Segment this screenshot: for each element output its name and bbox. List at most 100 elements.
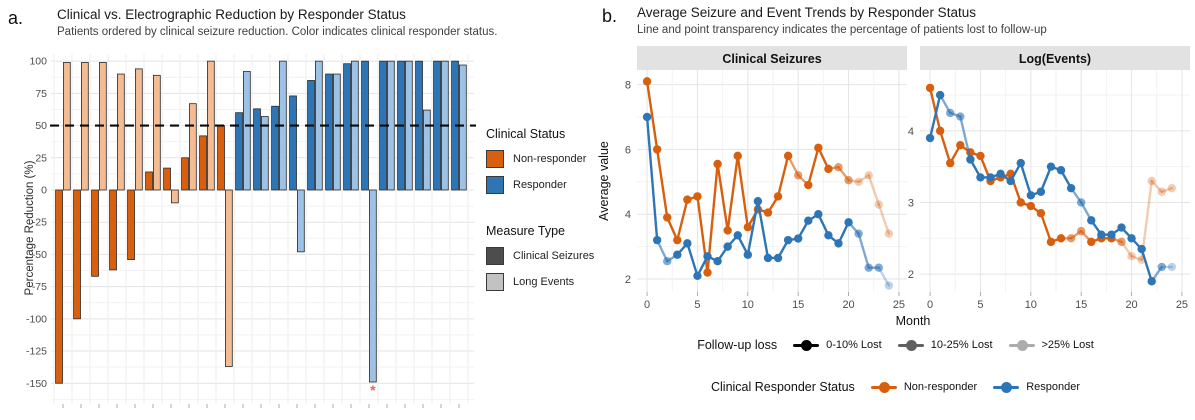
data-point: [723, 226, 732, 235]
trend-line-segment: [655, 148, 669, 219]
trend-line-segment: [736, 154, 750, 229]
data-point: [834, 163, 843, 172]
data-point: [1147, 176, 1156, 186]
data-point: [844, 218, 853, 227]
trend-line-segment: [857, 232, 870, 269]
y-tick-label: 4: [625, 209, 631, 221]
bar-clinical-seizures: [163, 167, 171, 191]
legend-item-long-events: Long Events: [486, 273, 614, 291]
x-tick-label: 20: [1125, 299, 1137, 311]
legend-item-label: Responder: [1026, 381, 1081, 393]
data-point: [793, 171, 803, 180]
data-point: [824, 164, 833, 174]
bar-clinical-seizures: [199, 135, 207, 191]
bar-clinical-seizures: [145, 171, 153, 191]
bar-long-events: [135, 68, 143, 191]
panel-b-letter: b.: [602, 6, 618, 26]
data-point: [824, 231, 833, 240]
y-tick-label: -150: [26, 378, 47, 390]
bar-clinical-seizures: [235, 112, 243, 191]
data-point: [1117, 237, 1126, 247]
data-point: [976, 151, 985, 161]
data-point: [683, 239, 692, 248]
y-tick-label: 50: [35, 120, 47, 132]
facet-clinical_seizures_trend: Clinical Seizures 2 4 6 8 0 5 10 15 20 25: [625, 46, 907, 311]
bar-clinical-seizures: [343, 63, 351, 191]
y-tick-label: 75: [35, 88, 47, 100]
bar-clinical-seizures: [127, 189, 135, 260]
legend-item-25plus-lost: >25% Lost: [1008, 339, 1094, 351]
data-point: [966, 155, 975, 164]
bar-clinical-seizures: [307, 80, 315, 191]
x-tick-label: 10: [742, 299, 754, 311]
trend-line-segment: [1140, 247, 1153, 283]
panel-a: a. Clinical vs. Electrographic Reduction…: [8, 7, 614, 408]
line-dot-glyph: [870, 381, 897, 393]
data-point: [986, 173, 995, 182]
trend-line-segment: [1039, 165, 1053, 193]
y-tick-label: -125: [26, 346, 47, 358]
trend-line-segment: [1130, 254, 1143, 261]
facet-label: Clinical Seizures: [722, 52, 821, 66]
data-point: [884, 229, 894, 238]
data-point: [834, 239, 843, 248]
legend-item-label: Clinical Seizures: [513, 250, 595, 262]
bar-clinical-seizures: [109, 189, 117, 271]
data-point: [1066, 183, 1076, 193]
x-tick-label: 5: [694, 299, 700, 311]
x-axis-label: Month: [896, 314, 931, 328]
data-point: [713, 257, 722, 266]
bar-clinical-seizures: [91, 189, 99, 277]
bar-clinical-seizures: [73, 189, 81, 320]
x-tick-label: 5: [977, 299, 983, 311]
bar-long-events: [152, 74, 161, 191]
trend-line-segment: [716, 162, 729, 232]
x-tick-label: 15: [792, 299, 804, 311]
data-point: [1087, 237, 1096, 247]
x-tick-label: 10: [1025, 299, 1037, 311]
data-point: [864, 263, 873, 272]
followup-legend-title: Follow-up loss: [697, 338, 778, 352]
legend-item-label: Responder: [513, 179, 567, 191]
legend-item-label: >25% Lost: [1041, 339, 1094, 351]
data-point: [1157, 262, 1166, 272]
bar-long-events: [296, 189, 305, 253]
data-point: [793, 234, 803, 243]
legend-item-nonresponder: Non-responder: [486, 150, 614, 168]
trend-line-segment: [645, 115, 659, 242]
trend-line-segment: [928, 93, 942, 140]
data-point: [996, 169, 1005, 179]
y-axis-label: Percentage Reduction (%): [24, 160, 36, 295]
data-point: [743, 250, 753, 259]
legend-item-clinical-seizures: Clinical Seizures: [486, 247, 614, 265]
trend-line-segment: [1150, 179, 1163, 193]
data-point: [1056, 234, 1066, 243]
y-tick-label: 2: [625, 274, 631, 286]
data-point: [874, 263, 883, 272]
trend-line-segment: [1019, 161, 1033, 197]
facet-strip: [920, 46, 1190, 70]
y-tick-label: 6: [625, 144, 631, 156]
long-events-swatch: [486, 273, 504, 291]
data-point: [1056, 166, 1066, 175]
data-point: [935, 126, 945, 136]
y-axis-label: Average value: [598, 141, 611, 221]
x-tick-label: 0: [927, 299, 933, 311]
data-point: [814, 210, 823, 219]
y-tick-label: -100: [26, 313, 47, 325]
y-tick-label: -50: [32, 249, 47, 261]
data-point: [1036, 187, 1046, 196]
data-point: [1167, 183, 1177, 193]
bar-long-events: [368, 189, 377, 383]
bar-clinical-seizures: [433, 60, 441, 191]
legend-item-10-25-lost: 10-25% Lost: [897, 339, 993, 351]
panel-b-subtitle: Line and point transparency indicates th…: [637, 24, 1047, 36]
data-point: [814, 143, 823, 152]
data-point: [946, 108, 955, 118]
legend-item-0-10-lost: 0-10% Lost: [793, 339, 882, 351]
data-point: [652, 235, 662, 245]
data-point: [1016, 158, 1025, 168]
trend-line-segment: [807, 146, 820, 187]
data-point: [663, 213, 672, 222]
bar-long-events: [332, 73, 341, 191]
